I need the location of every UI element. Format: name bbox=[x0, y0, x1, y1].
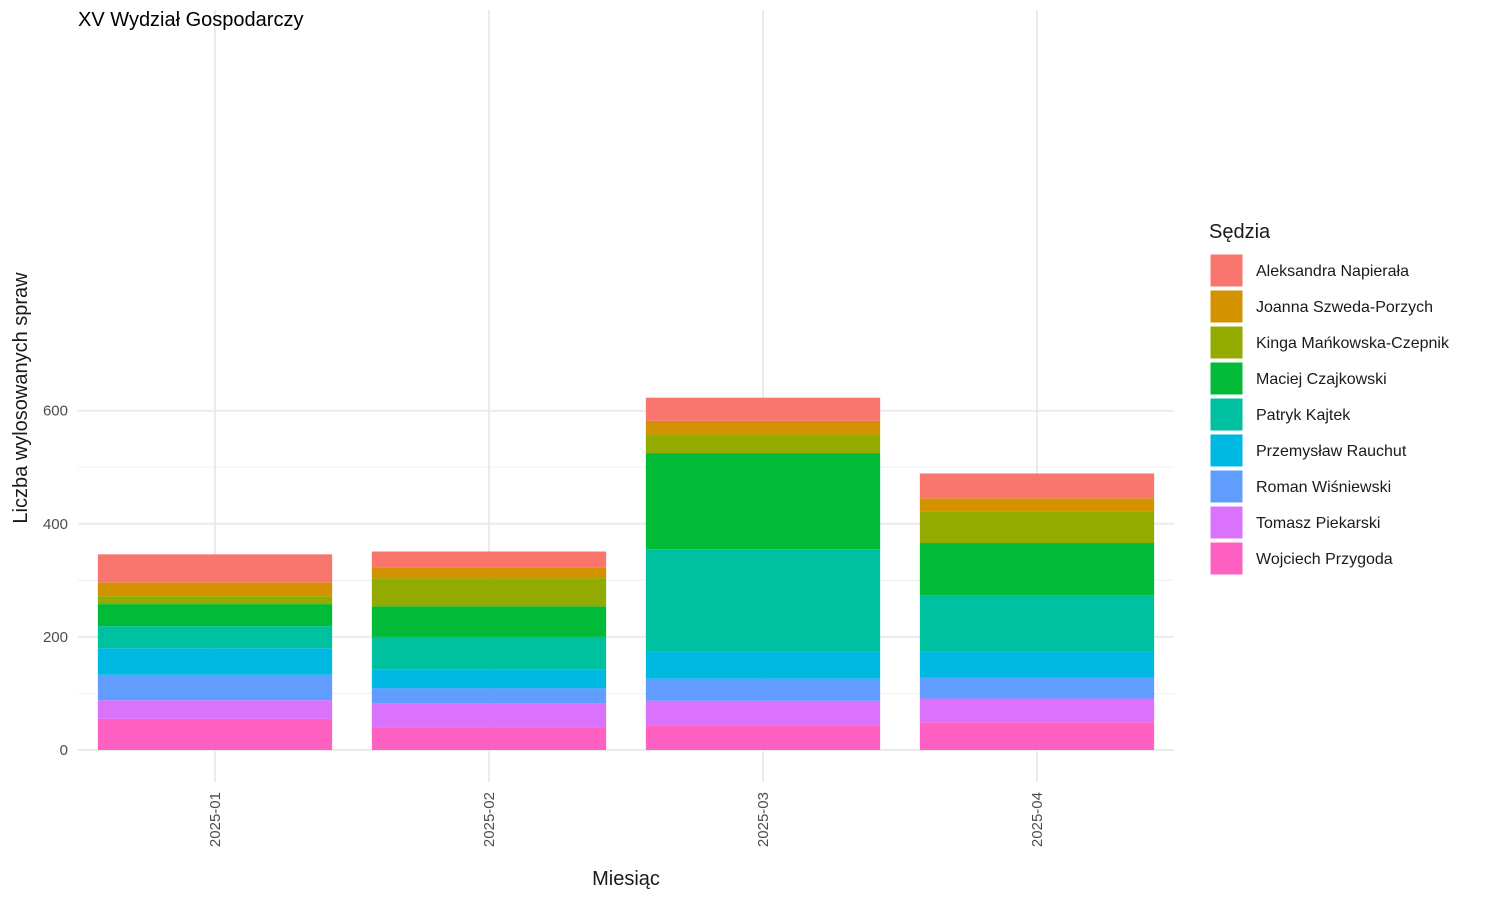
bar-segment bbox=[645, 434, 881, 454]
bar-segment bbox=[371, 551, 607, 568]
legend-swatch bbox=[1209, 433, 1244, 468]
bar-segment bbox=[919, 698, 1155, 723]
bar-segment bbox=[371, 606, 607, 637]
bar-segment bbox=[645, 397, 881, 421]
bar-segment bbox=[97, 596, 333, 605]
legend-swatch bbox=[1209, 469, 1244, 504]
y-tick-label: 200 bbox=[43, 629, 68, 646]
legend-title: Sędzia bbox=[1209, 221, 1271, 243]
bars bbox=[97, 397, 1155, 750]
legend-swatch bbox=[1209, 253, 1244, 288]
bar-segment bbox=[371, 669, 607, 689]
y-axis-ticks: 0 200 400 600 bbox=[43, 403, 68, 759]
bar-segment bbox=[645, 453, 881, 550]
bar-segment bbox=[371, 578, 607, 607]
bar-segment bbox=[645, 549, 881, 652]
x-tick-label: 2025-01 bbox=[207, 792, 224, 847]
bar-segment bbox=[919, 473, 1155, 499]
y-axis-title: Liczba wylosowanych spraw bbox=[10, 272, 32, 524]
bar-segment bbox=[645, 651, 881, 679]
bar-segment bbox=[919, 543, 1155, 596]
bar-segment bbox=[919, 511, 1155, 544]
bar-segment bbox=[97, 554, 333, 583]
bar-segment bbox=[371, 636, 607, 670]
legend-label: Patryk Kajtek bbox=[1256, 407, 1351, 424]
legend-swatch bbox=[1209, 289, 1244, 324]
bar-segment bbox=[97, 604, 333, 627]
bar-segment bbox=[371, 703, 607, 728]
bar-segment bbox=[645, 700, 881, 726]
bar-segment bbox=[97, 648, 333, 675]
legend-swatch bbox=[1209, 505, 1244, 540]
bar-segment bbox=[919, 595, 1155, 652]
legend-label: Tomasz Piekarski bbox=[1256, 515, 1380, 532]
legend: Sędzia Aleksandra Napierała Joanna Szweda… bbox=[1209, 221, 1450, 576]
bar-segment bbox=[97, 700, 333, 719]
legend-label: Wojciech Przygoda bbox=[1256, 551, 1393, 568]
x-tick-label: 2025-02 bbox=[481, 792, 498, 847]
x-tick-label: 2025-04 bbox=[1029, 792, 1046, 847]
legend-swatch bbox=[1209, 541, 1244, 576]
legend-label: Roman Wiśniewski bbox=[1256, 479, 1391, 496]
bar-segment bbox=[371, 727, 607, 750]
bar-segment bbox=[919, 677, 1155, 699]
legend-swatch bbox=[1209, 361, 1244, 396]
y-tick-label: 400 bbox=[43, 516, 68, 533]
x-axis-title: Miesiąc bbox=[592, 868, 660, 890]
bar-segment bbox=[645, 678, 881, 701]
bar-segment bbox=[371, 567, 607, 579]
bar-segment bbox=[645, 725, 881, 750]
legend-label: Przemysław Rauchut bbox=[1256, 443, 1407, 460]
y-tick-label: 0 bbox=[60, 742, 68, 759]
bar-segment bbox=[97, 582, 333, 597]
bar-segment bbox=[919, 722, 1155, 750]
bar-segment bbox=[371, 688, 607, 704]
x-axis-ticks: 2025-01 2025-02 2025-03 2025-04 bbox=[207, 792, 1046, 847]
bar-segment bbox=[919, 651, 1155, 678]
bar-segment bbox=[97, 718, 333, 750]
bar-segment bbox=[97, 674, 333, 701]
chart-title: XV Wydział Gospodarczy bbox=[78, 9, 303, 31]
y-tick-label: 600 bbox=[43, 403, 68, 420]
legend-label: Maciej Czajkowski bbox=[1256, 371, 1387, 388]
bar-segment bbox=[97, 626, 333, 649]
legend-label: Aleksandra Napierała bbox=[1256, 263, 1409, 280]
legend-label: Joanna Szweda-Porzych bbox=[1256, 299, 1433, 316]
bar-segment bbox=[645, 420, 881, 435]
legend-swatch bbox=[1209, 325, 1244, 360]
legend-label: Kinga Mańkowska-Czepnik bbox=[1256, 335, 1450, 352]
x-tick-label: 2025-03 bbox=[755, 792, 772, 847]
bar-segment bbox=[919, 498, 1155, 512]
legend-swatch bbox=[1209, 397, 1244, 432]
